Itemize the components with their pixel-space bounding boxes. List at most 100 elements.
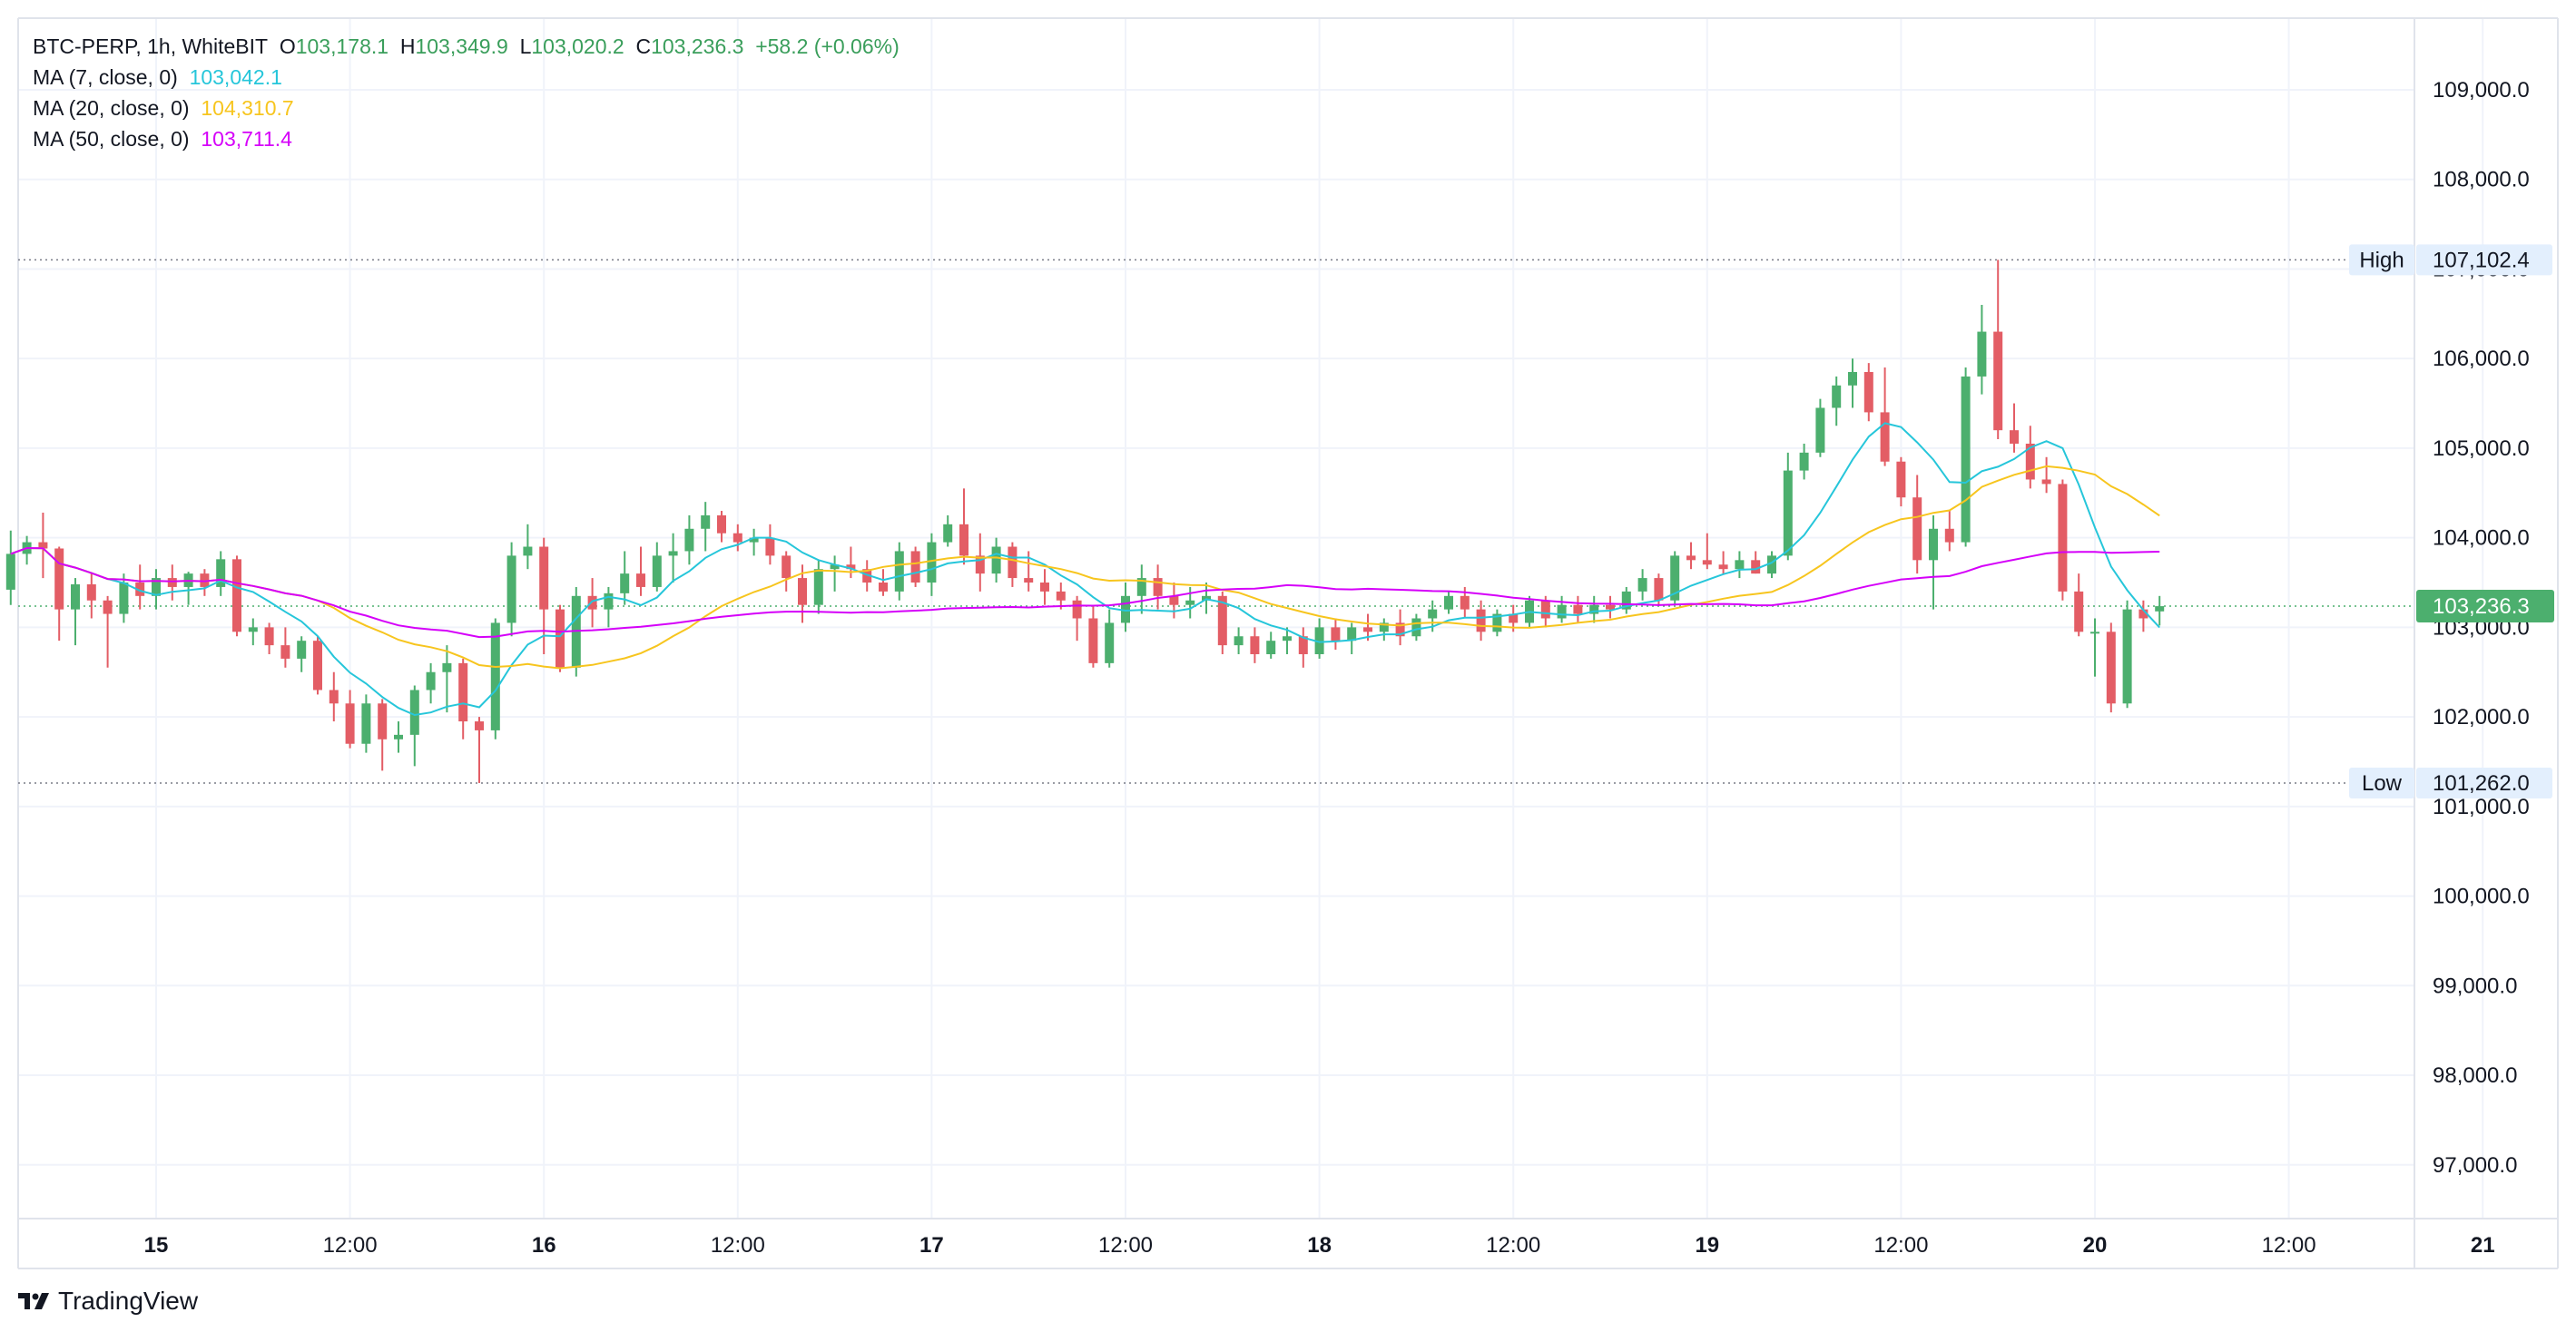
candle-body bbox=[717, 514, 726, 534]
x-tick-label: 18 bbox=[1307, 1233, 1332, 1258]
candle bbox=[1815, 398, 1825, 457]
candle-body bbox=[749, 537, 759, 543]
candle bbox=[1169, 583, 1179, 619]
candle bbox=[1347, 622, 1357, 654]
ma-7-line bbox=[10, 422, 2160, 717]
y-tick-label: 102,000.0 bbox=[2433, 705, 2530, 730]
candle-body bbox=[426, 671, 436, 690]
candle bbox=[2106, 622, 2116, 713]
tradingview-brand[interactable]: TradingView bbox=[18, 1287, 198, 1316]
last-price-box bbox=[2416, 590, 2554, 623]
candle-body bbox=[813, 569, 823, 605]
candle-body bbox=[1363, 627, 1372, 632]
candle-body bbox=[894, 551, 904, 592]
candle-body bbox=[2155, 606, 2165, 612]
candle bbox=[361, 694, 371, 753]
candle bbox=[1686, 542, 1696, 570]
candle bbox=[732, 524, 742, 552]
y-tick-label: 98,000.0 bbox=[2433, 1063, 2517, 1088]
candle bbox=[378, 699, 388, 771]
candle-body bbox=[1411, 618, 1421, 637]
candle bbox=[2155, 595, 2165, 626]
candle-body bbox=[862, 569, 872, 583]
candle bbox=[183, 572, 193, 605]
candle-body bbox=[1783, 470, 1793, 556]
candle bbox=[1573, 595, 1583, 623]
marker-label-box bbox=[2349, 767, 2414, 798]
candle-body bbox=[1944, 528, 1954, 543]
candle-body bbox=[1169, 595, 1179, 605]
x-tick-label: 16 bbox=[532, 1233, 556, 1258]
candle bbox=[329, 671, 339, 722]
tradingview-logo-icon bbox=[18, 1293, 49, 1309]
high-low-lines bbox=[18, 259, 2414, 784]
candle bbox=[1735, 551, 1745, 579]
candle bbox=[475, 717, 484, 783]
y-tick-label: 101,000.0 bbox=[2433, 795, 2530, 819]
ma50-row[interactable]: MA (50, close, 0) 103,711.4 bbox=[33, 123, 900, 154]
candle-body bbox=[1573, 604, 1583, 614]
candle-body bbox=[38, 542, 48, 549]
candle bbox=[1637, 569, 1647, 601]
candle-body bbox=[1815, 407, 1825, 453]
candle-body bbox=[2138, 609, 2148, 619]
candle bbox=[426, 662, 436, 704]
candle bbox=[749, 528, 759, 556]
y-tick-label: 99,000.0 bbox=[2433, 974, 2517, 998]
candle-body bbox=[830, 564, 840, 570]
x-tick-label: 17 bbox=[919, 1233, 944, 1258]
y-tick-label: 104,000.0 bbox=[2433, 526, 2530, 551]
candle bbox=[1314, 618, 1324, 659]
candle-body bbox=[1395, 622, 1405, 637]
candle-body bbox=[1880, 412, 1890, 462]
candle bbox=[1298, 627, 1308, 668]
candle-body bbox=[765, 537, 775, 556]
candle-body bbox=[571, 595, 581, 668]
ma20-row[interactable]: MA (20, close, 0) 104,310.7 bbox=[33, 93, 900, 123]
candle-body bbox=[1832, 385, 1842, 408]
candle bbox=[1589, 595, 1599, 623]
candle-body bbox=[280, 645, 290, 659]
candle-body bbox=[1993, 331, 2003, 431]
candle bbox=[313, 636, 322, 695]
last-price-label: 103,236.3 bbox=[2433, 594, 2530, 619]
candle bbox=[442, 645, 452, 713]
candle bbox=[1670, 551, 1680, 605]
candle-body bbox=[394, 734, 403, 739]
symbol-title[interactable]: BTC-PERP, 1h, WhiteBIT bbox=[33, 34, 269, 58]
candle-body bbox=[1121, 595, 1130, 623]
candle bbox=[1557, 595, 1567, 623]
x-tick-label: 15 bbox=[144, 1233, 169, 1258]
candle bbox=[2138, 600, 2148, 632]
candle bbox=[1929, 514, 1938, 610]
candle-body bbox=[1153, 578, 1163, 596]
candle-body bbox=[652, 555, 662, 587]
candle-body bbox=[1977, 331, 1987, 377]
ma7-row[interactable]: MA (7, close, 0) 103,042.1 bbox=[33, 62, 900, 93]
candle bbox=[103, 595, 113, 668]
x-tick-label: 12:00 bbox=[2262, 1233, 2316, 1258]
candle bbox=[38, 512, 48, 579]
high-label: H bbox=[399, 34, 416, 58]
candle-body bbox=[782, 555, 791, 579]
candle bbox=[879, 569, 888, 596]
x-tick-label: 12:00 bbox=[711, 1233, 765, 1258]
candle bbox=[2122, 600, 2132, 709]
candle bbox=[1863, 363, 1873, 422]
candle-body bbox=[119, 583, 129, 614]
candle bbox=[264, 622, 274, 654]
candle bbox=[119, 573, 129, 623]
candle-body bbox=[1557, 604, 1567, 619]
candle-body bbox=[1185, 600, 1195, 605]
candle bbox=[1136, 564, 1146, 614]
candle-body bbox=[1492, 613, 1502, 632]
ma50-value: 103,711.4 bbox=[201, 127, 292, 151]
candle-body bbox=[506, 555, 516, 623]
candle-body bbox=[2025, 443, 2035, 480]
candle-body bbox=[1234, 636, 1244, 646]
candle bbox=[1961, 367, 1971, 547]
candle-body bbox=[2010, 430, 2019, 444]
candle-body bbox=[167, 578, 177, 587]
candle bbox=[556, 604, 565, 672]
